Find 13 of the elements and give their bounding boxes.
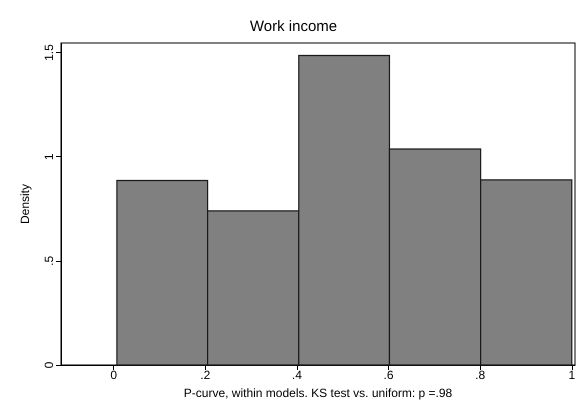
x-tick-label: 0	[110, 368, 118, 382]
y-axis-title: Density	[18, 184, 32, 224]
x-tick-label: .4	[292, 368, 302, 382]
y-tick-label: 0	[42, 361, 56, 368]
x-tick-label: 1	[568, 368, 576, 382]
x-tick-label: .2	[200, 368, 211, 382]
x-tick-label: .6	[384, 368, 394, 382]
chart-title: Work income	[250, 18, 338, 35]
x-tick-label: .8	[475, 368, 486, 382]
y-tick-label: 1	[42, 153, 56, 160]
y-tick-label: 1.5	[42, 44, 56, 61]
x-axis-title: P-curve, within models. KS test vs. uniform: p =.98	[184, 386, 453, 400]
y-tick-label: .5	[42, 256, 56, 266]
